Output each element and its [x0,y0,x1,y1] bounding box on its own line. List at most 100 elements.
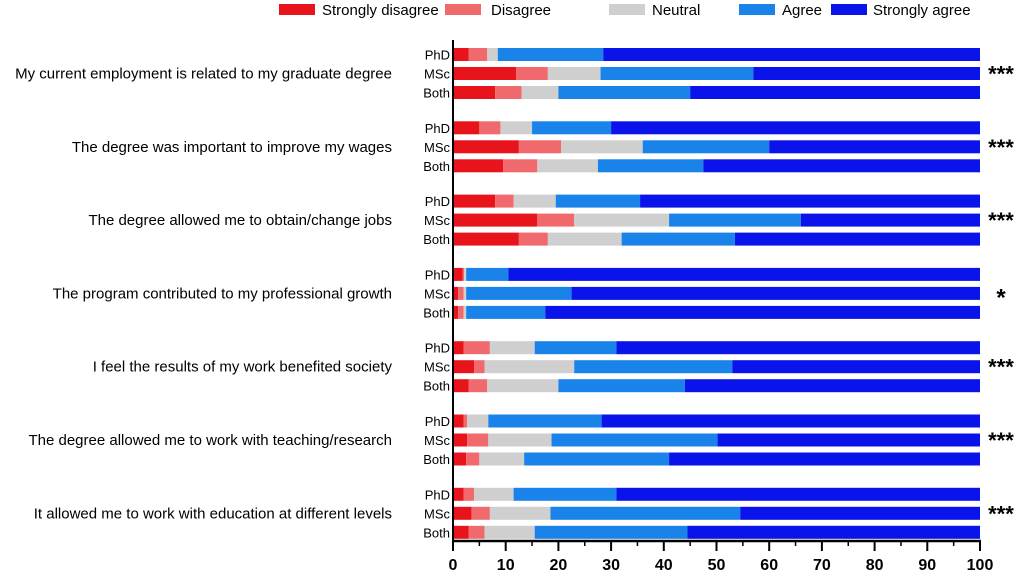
x-tick-label-5: 50 [708,557,726,574]
bar-segment-2-1-4 [800,213,980,227]
x-tick-label-0: 0 [449,557,458,574]
bar-segment-4-1-3 [574,360,733,374]
group-label-4-0: PhD [425,341,450,356]
bar-segment-6-0-4 [616,487,980,501]
bar-segment-4-1-1 [474,360,485,374]
significance-marker-4: *** [988,355,1014,380]
bar-segment-1-0-4 [611,121,980,135]
bar-segment-2-1-2 [574,213,670,227]
bar-segment-0-0-2 [487,48,498,61]
x-tick-label-7: 70 [813,557,831,574]
bar-segment-6-1-4 [740,506,980,520]
bar-segment-4-1-2 [484,360,575,374]
bar-segment-6-1-1 [471,506,490,520]
bar-segment-0-0-0 [453,48,469,61]
legend-label-4: Strongly agree [873,2,971,19]
bar-segment-3-0-1 [462,267,465,281]
bar-segment-1-2-0 [453,159,504,173]
bar-segment-0-1-3 [600,67,754,80]
group-label-0-2: Both [423,86,450,101]
bar-segment-0-2-0 [453,86,496,99]
group-label-5-1: MSc [424,433,451,448]
x-tick-label-6: 60 [760,557,778,574]
bar-segment-5-0-1 [463,414,468,428]
significance-marker-3: * [996,284,1006,311]
group-label-3-1: MSc [424,286,451,301]
legend-swatch-3 [739,4,775,15]
group-label-5-0: PhD [425,414,450,429]
bar-segment-6-1-3 [550,506,741,520]
group-label-2-2: Both [423,232,450,247]
bar-segment-1-2-2 [537,159,598,173]
bar-segment-0-2-1 [495,86,522,99]
bar-segment-3-1-0 [453,286,459,300]
bar-segment-3-0-2 [464,267,467,281]
x-tick-label-1: 10 [497,557,515,574]
bar-segment-5-0-4 [601,414,980,428]
bar-segment-0-2-3 [558,86,691,99]
significance-marker-1: *** [988,135,1014,160]
group-label-3-0: PhD [425,267,450,282]
bar-segment-6-2-4 [687,525,980,539]
legend-label-2: Neutral [652,2,700,19]
group-label-2-1: MSc [424,213,451,228]
x-tick-label-4: 40 [655,557,673,574]
bar-segment-1-1-0 [453,140,519,154]
x-tick-label-8: 80 [866,557,884,574]
bar-segment-1-0-0 [453,121,480,135]
bar-segment-6-0-2 [474,487,514,501]
bar-segment-3-0-4 [508,267,980,281]
group-label-2-0: PhD [425,194,450,209]
bar-segment-1-1-3 [642,140,770,154]
significance-marker-6: *** [988,501,1014,526]
bar-segment-1-2-4 [703,159,980,173]
bar-segment-1-2-3 [597,159,704,173]
statement-label-2: The degree allowed me to obtain/change j… [88,212,392,229]
bar-segment-0-1-1 [516,67,548,80]
group-label-1-0: PhD [425,121,450,136]
bar-segment-4-2-2 [487,379,559,393]
bar-segment-1-0-2 [500,121,533,135]
bar-segment-2-2-4 [734,232,980,246]
bar-segment-0-0-3 [497,48,604,61]
bar-segment-5-1-3 [551,433,718,447]
bar-segment-2-0-4 [640,194,980,208]
bar-segment-0-2-4 [690,86,980,99]
bar-segment-0-1-2 [547,67,601,80]
bar-segment-5-0-0 [453,414,464,428]
bar-segment-5-2-3 [524,452,670,466]
bar-segment-2-1-1 [537,213,575,227]
statement-label-6: It allowed me to work with education at … [34,505,392,522]
bar-segment-4-2-4 [684,379,980,393]
bar-segment-5-1-2 [488,433,552,447]
bar-segment-3-2-4 [545,305,980,319]
bar-segment-2-1-3 [669,213,801,227]
bar-segment-6-2-2 [484,525,535,539]
statement-label-0: My current employment is related to my g… [15,66,392,83]
bar-segment-1-0-3 [532,121,612,135]
significance-marker-0: *** [988,62,1014,87]
bar-segment-5-1-0 [453,433,468,447]
bar-segment-2-2-1 [518,232,548,246]
bar-segment-2-0-2 [513,194,556,208]
group-label-6-2: Both [423,525,450,540]
bar-segment-2-2-3 [621,232,735,246]
bar-segment-4-2-1 [468,379,488,393]
bar-segment-3-0-3 [466,267,509,281]
bar-segment-6-1-0 [453,506,472,520]
bar-segment-4-0-3 [534,341,617,355]
bar-segment-6-1-2 [489,506,551,520]
x-tick-label-3: 30 [602,557,620,574]
bar-segment-2-0-1 [495,194,514,208]
legend-swatch-4 [831,4,867,15]
bar-segment-5-2-4 [669,452,980,466]
bar-segment-6-0-0 [453,487,464,501]
bar-segment-0-1-0 [453,67,517,80]
x-tick-label-10: 100 [967,557,994,574]
x-tick-label-9: 90 [918,557,936,574]
bar-segment-3-2-0 [453,305,459,319]
bar-segment-4-0-2 [489,341,535,355]
bar-segment-2-0-0 [453,194,496,208]
group-label-1-1: MSc [424,140,451,155]
bar-segment-3-1-4 [571,286,980,300]
